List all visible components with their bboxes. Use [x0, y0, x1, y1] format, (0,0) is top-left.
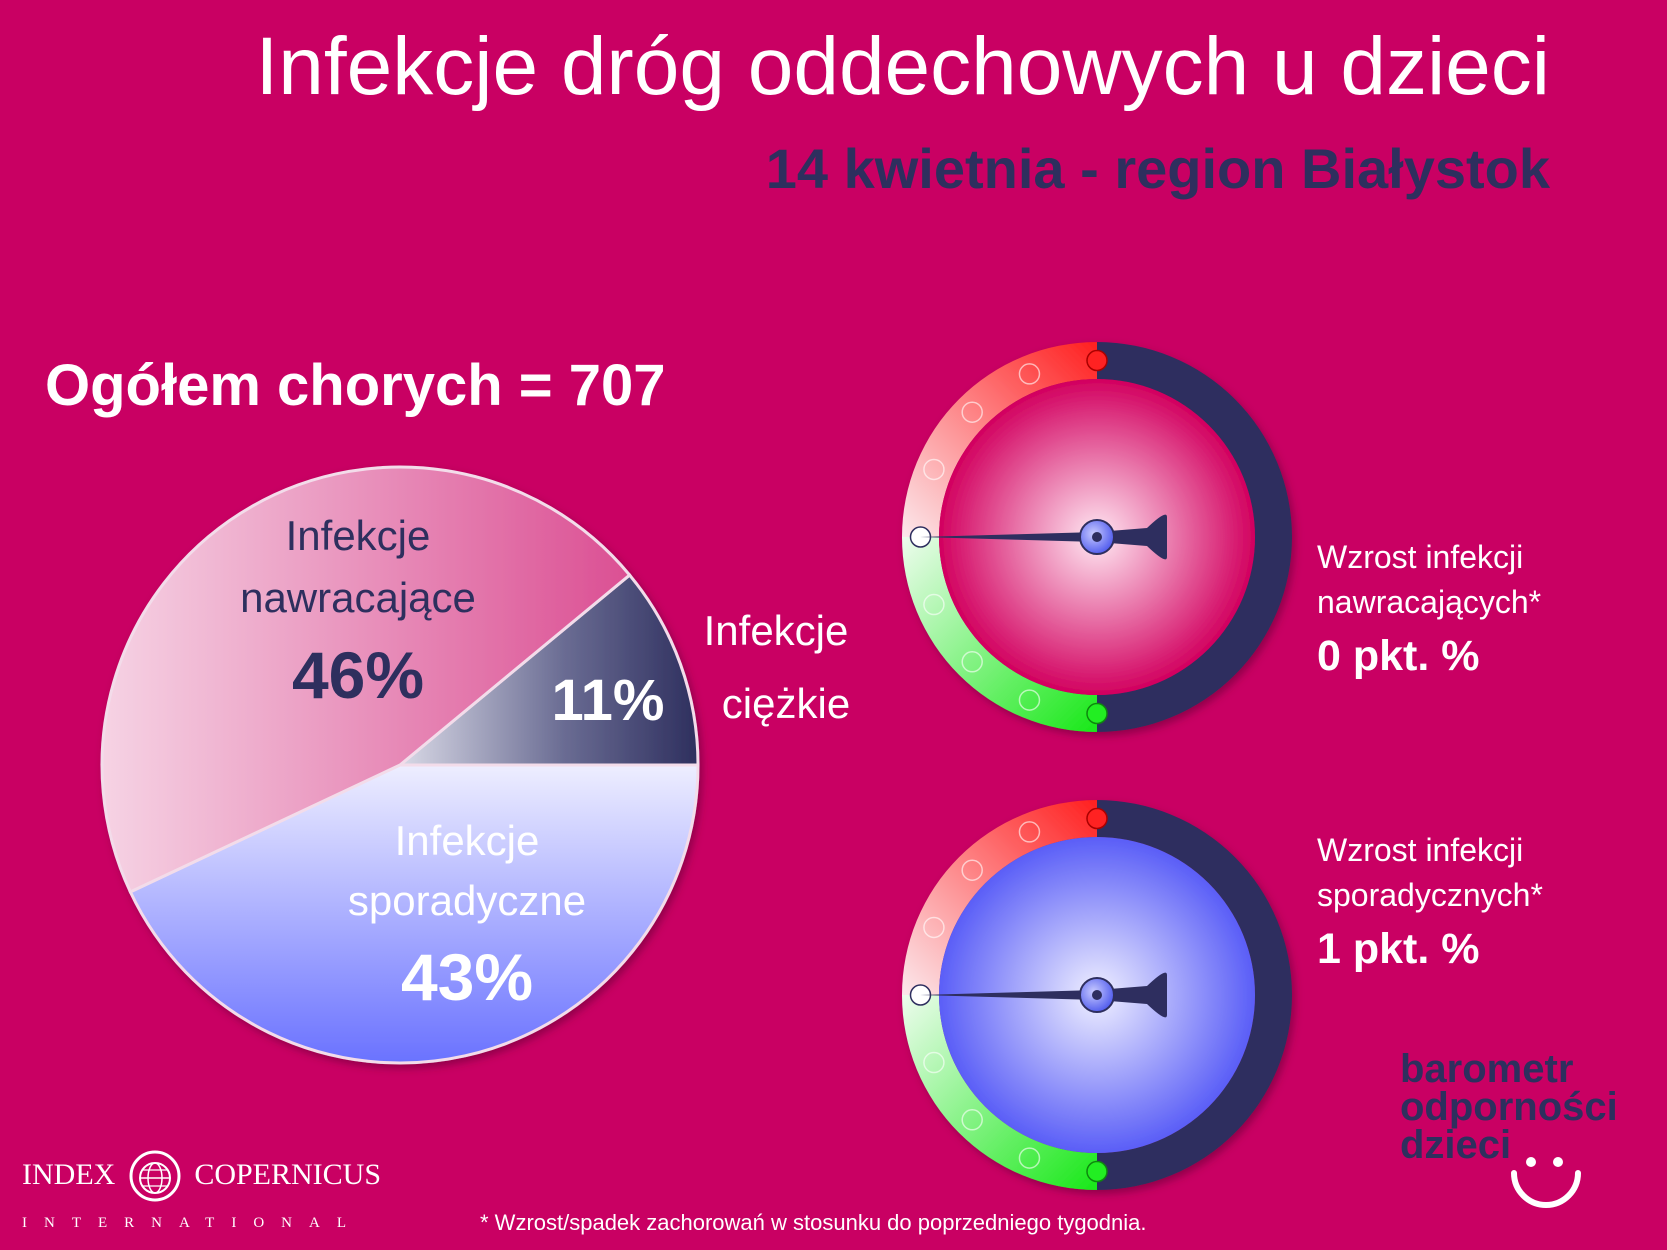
- gauge-dark-arc: [1097, 800, 1292, 1190]
- gauge-tick: [923, 1051, 945, 1074]
- pie-label-severe-line1: Infekcje: [704, 607, 849, 654]
- gauge-tick: [1018, 1147, 1041, 1169]
- gauge-tick: [1018, 689, 1041, 711]
- gauge-tick: [923, 916, 945, 939]
- gauge-red-arc: [902, 800, 1097, 995]
- pie-slice-recurrent: [100, 465, 632, 894]
- pie-label-recurrent-line2: nawracające: [240, 574, 476, 621]
- pie-label-recurrent-line1: Infekcje: [286, 512, 431, 559]
- gauge-2-label: Wzrost infekcji sporadycznych*: [1317, 828, 1543, 919]
- gauge-needle: [920, 514, 1167, 560]
- gauge-1-label-line1: Wzrost infekcji: [1317, 539, 1524, 575]
- gauge-needle: [920, 972, 1167, 1018]
- smiley-icon: [1511, 1157, 1581, 1208]
- gauge-tick: [1018, 821, 1041, 843]
- gauge-green-arc: [902, 995, 1097, 1190]
- pie-label-sporadic-line2: sporadyczne: [348, 877, 586, 924]
- gauge-1-label-line2: nawracających*: [1317, 584, 1542, 621]
- gauge-hub-center: [1092, 990, 1102, 1000]
- pie-slice-severe: [395, 572, 700, 767]
- gauge-tick: [1018, 363, 1041, 385]
- chart-subtitle: 14 kwietnia - region Białystok: [765, 137, 1550, 200]
- pie-value-recurrent: 46%: [292, 638, 424, 712]
- gauge-2-label-line2: sporadycznych*: [1317, 877, 1543, 914]
- gauge-tick: [961, 651, 983, 673]
- brand-line1: barometr: [1400, 1047, 1574, 1091]
- brand-line2: odporności: [1400, 1085, 1618, 1129]
- pie-value-severe: 11%: [552, 668, 665, 733]
- footnote: * Wzrost/spadek zachorowań w stosunku do…: [480, 1210, 1147, 1235]
- gauge-tick: [923, 593, 945, 616]
- gauge-hub-center: [1092, 532, 1102, 542]
- gauge-tick: [1086, 349, 1108, 372]
- logo-subline: INTERNATIONAL: [22, 1215, 363, 1231]
- gauge-2-label-line1: Wzrost infekcji: [1317, 832, 1524, 868]
- chart-title: Infekcje dróg oddechowych u dzieci: [255, 21, 1550, 112]
- pie-slice-sporadic: [128, 763, 700, 1065]
- globe-icon: [123, 1150, 187, 1202]
- gauge-1-label: Wzrost infekcji nawracających*: [1317, 535, 1541, 626]
- pie-value-sporadic: 43%: [401, 940, 533, 1014]
- gauge-green-arc: [902, 537, 1097, 732]
- pie-label-severe-line2: ciężkie: [722, 680, 850, 727]
- gauge-1: [902, 342, 1292, 732]
- gauge-1-value: 0 pkt. %: [1317, 632, 1480, 680]
- gauge-dark-arc: [1097, 342, 1292, 732]
- logo-name-right: COPERNICUS: [194, 1158, 382, 1191]
- gauge-2-value: 1 pkt. %: [1317, 925, 1480, 973]
- brand-line3: dzieci: [1400, 1123, 1512, 1167]
- gauge-tick: [923, 458, 945, 481]
- total-patients-label: Ogółem chorych = 707: [45, 353, 666, 418]
- index-copernicus-logo: INDEX COPERNICUS: [22, 1150, 382, 1202]
- gauge-tick: [1086, 807, 1108, 830]
- gauge-2: [902, 800, 1292, 1190]
- gauge-red-arc: [902, 342, 1097, 537]
- logo-name-left: INDEX: [22, 1158, 116, 1191]
- gauge-tick: [1086, 1160, 1108, 1183]
- gauge-tick: [1086, 702, 1108, 725]
- brand-logo: barometr odporności dzieci: [1400, 1047, 1618, 1167]
- gauge-tick: [961, 1109, 983, 1131]
- pie-label-sporadic-line1: Infekcje: [395, 817, 540, 864]
- gauge-tick: [961, 401, 983, 423]
- gauge-tick: [961, 859, 983, 881]
